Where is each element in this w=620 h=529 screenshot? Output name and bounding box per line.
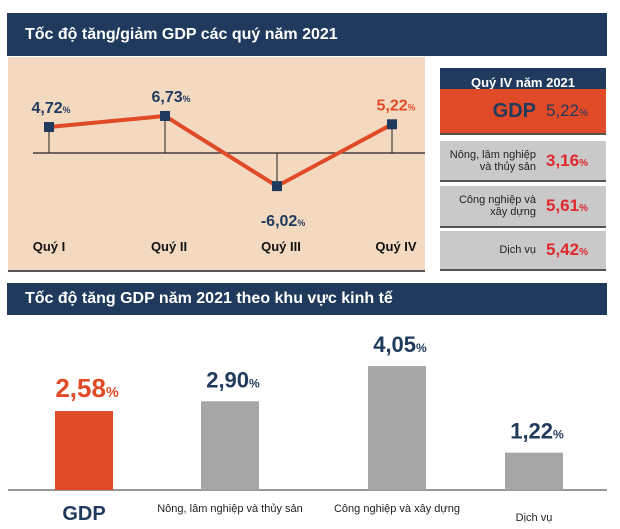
q4-item-card: Dịch vụ 5,42% xyxy=(440,231,606,271)
data-point-marker xyxy=(272,181,282,192)
x-tick-label: Quý III xyxy=(261,239,301,254)
q4-item-label: Dịch vụ xyxy=(499,244,536,256)
data-label: 6,73% xyxy=(152,89,191,106)
bar-value-label: 2,58% xyxy=(55,373,119,403)
q4-item-label: Nông, lâm nghiệp và thủy sản xyxy=(449,148,536,173)
quarter-section-header: Tốc độ tăng/giảm GDP các quý năm 2021 xyxy=(7,13,607,56)
line-chart-svg: 4,72% Quý I 6,73% Quý II -6,02% Quý III 5,22% Q… xyxy=(32,89,425,254)
bar-category-label: GDP xyxy=(62,503,105,525)
quarter-section-title: Tốc độ tăng/giảm GDP các quý năm 2021 xyxy=(25,25,338,43)
x-tick-label: Quý IV xyxy=(375,239,417,254)
sector-section-header: Tốc độ tăng GDP năm 2021 theo khu vực ki… xyxy=(7,283,607,315)
q4-item-label: Công nghiệp và xây dựng xyxy=(458,194,536,218)
data-point-marker xyxy=(387,119,397,130)
q4-item-card: GDP 5,22% xyxy=(440,89,606,135)
sector-section-title: Tốc độ tăng GDP năm 2021 theo khu vực ki… xyxy=(25,290,393,307)
data-label: 4,72% xyxy=(32,100,71,117)
bar-value-label: 4,05% xyxy=(373,332,427,357)
q4-item-card: Nông, lâm nghiệp và thủy sản 3,16% xyxy=(440,141,606,182)
bar xyxy=(505,452,563,490)
bar xyxy=(368,366,426,490)
q4-item-value: 3,16% xyxy=(546,150,588,170)
q4-item-value: 5,22% xyxy=(546,101,588,120)
bar-value-label: 2,90% xyxy=(206,367,260,392)
data-label: 5,22% xyxy=(377,97,416,114)
q4-item-label: GDP xyxy=(492,100,536,122)
bar xyxy=(55,411,113,490)
quarterly-line-chart: 4,72% Quý I 6,73% Quý II -6,02% Quý III 5,22% Q… xyxy=(8,57,425,272)
bar-value-label: 1,22% xyxy=(510,419,564,444)
x-tick-label: Quý I xyxy=(33,239,66,254)
bar-category-label: Nông, lâm nghiệp và thủy sản xyxy=(157,503,303,515)
q4-item-value: 5,42% xyxy=(546,240,588,259)
data-point-marker xyxy=(160,110,170,121)
bar xyxy=(201,401,259,490)
data-point-marker xyxy=(44,122,54,133)
series-line xyxy=(48,113,393,189)
q4-item-value: 5,61% xyxy=(546,196,588,215)
bar-category-label: Dịch vụ xyxy=(516,512,553,524)
bar-category-label: Công nghiệp và xây dựng xyxy=(334,503,460,515)
x-tick-label: Quý II xyxy=(151,239,187,254)
data-label: -6,02% xyxy=(261,213,305,230)
q4-item-card: Công nghiệp và xây dựng 5,61% xyxy=(440,186,606,228)
